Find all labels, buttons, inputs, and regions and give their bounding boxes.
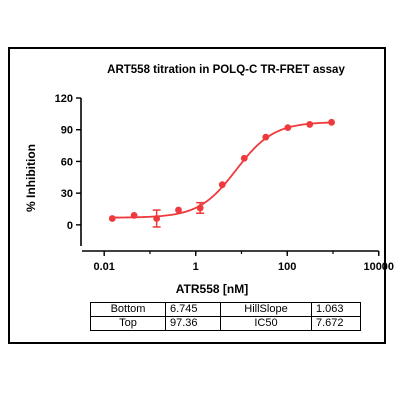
param-label-top: Top	[90, 316, 166, 331]
axes: 0 30 60 90 120 0.01 1 100 10000	[55, 93, 394, 273]
data-point	[284, 124, 292, 131]
data-point	[196, 204, 204, 212]
data-point	[262, 133, 270, 141]
chart-title: ART558 titration in POLQ-C TR-FRET assay	[107, 64, 345, 76]
y-tick-label: 90	[61, 125, 73, 137]
param-value-hillslope: 1.063	[311, 302, 361, 317]
param-value-top: 97.36	[165, 316, 221, 331]
x-tick-label: 10000	[363, 261, 394, 273]
data-point	[218, 181, 226, 189]
param-value-ic50: 7.672	[311, 316, 361, 331]
data-point	[306, 121, 314, 128]
data-points-layer	[108, 118, 335, 228]
table-row: Top 97.36 IC50 7.672	[90, 316, 361, 331]
y-tick-label: 30	[61, 188, 73, 200]
param-label-hillslope: HillSlope	[220, 302, 312, 317]
table-row: Bottom 6.745 HillSlope 1.063	[90, 302, 361, 317]
x-tick-label: 1	[193, 261, 199, 273]
fit-curve	[112, 121, 332, 219]
y-tick-label: 120	[55, 93, 73, 105]
data-point	[108, 215, 116, 222]
data-point	[153, 215, 161, 222]
figure-frame	[8, 47, 386, 344]
y-axis-title: % Inhibition	[24, 144, 38, 212]
param-label-ic50: IC50	[220, 316, 312, 331]
y-tick-label: 0	[67, 220, 73, 232]
fit-parameters-table: Bottom 6.745 HillSlope 1.063 Top 97.36 I…	[90, 302, 361, 331]
x-tick-label: 100	[278, 261, 296, 273]
x-tick-label: 0.01	[93, 261, 114, 273]
data-point	[130, 211, 138, 219]
param-label-bottom: Bottom	[90, 302, 166, 317]
data-point	[328, 118, 335, 126]
x-axis-title: ATR558 [nM]	[176, 282, 248, 296]
fit-curve-layer	[112, 121, 332, 219]
data-point	[240, 154, 248, 162]
param-value-bottom: 6.745	[165, 302, 221, 317]
y-tick-label: 60	[61, 156, 73, 168]
data-point	[175, 206, 182, 214]
